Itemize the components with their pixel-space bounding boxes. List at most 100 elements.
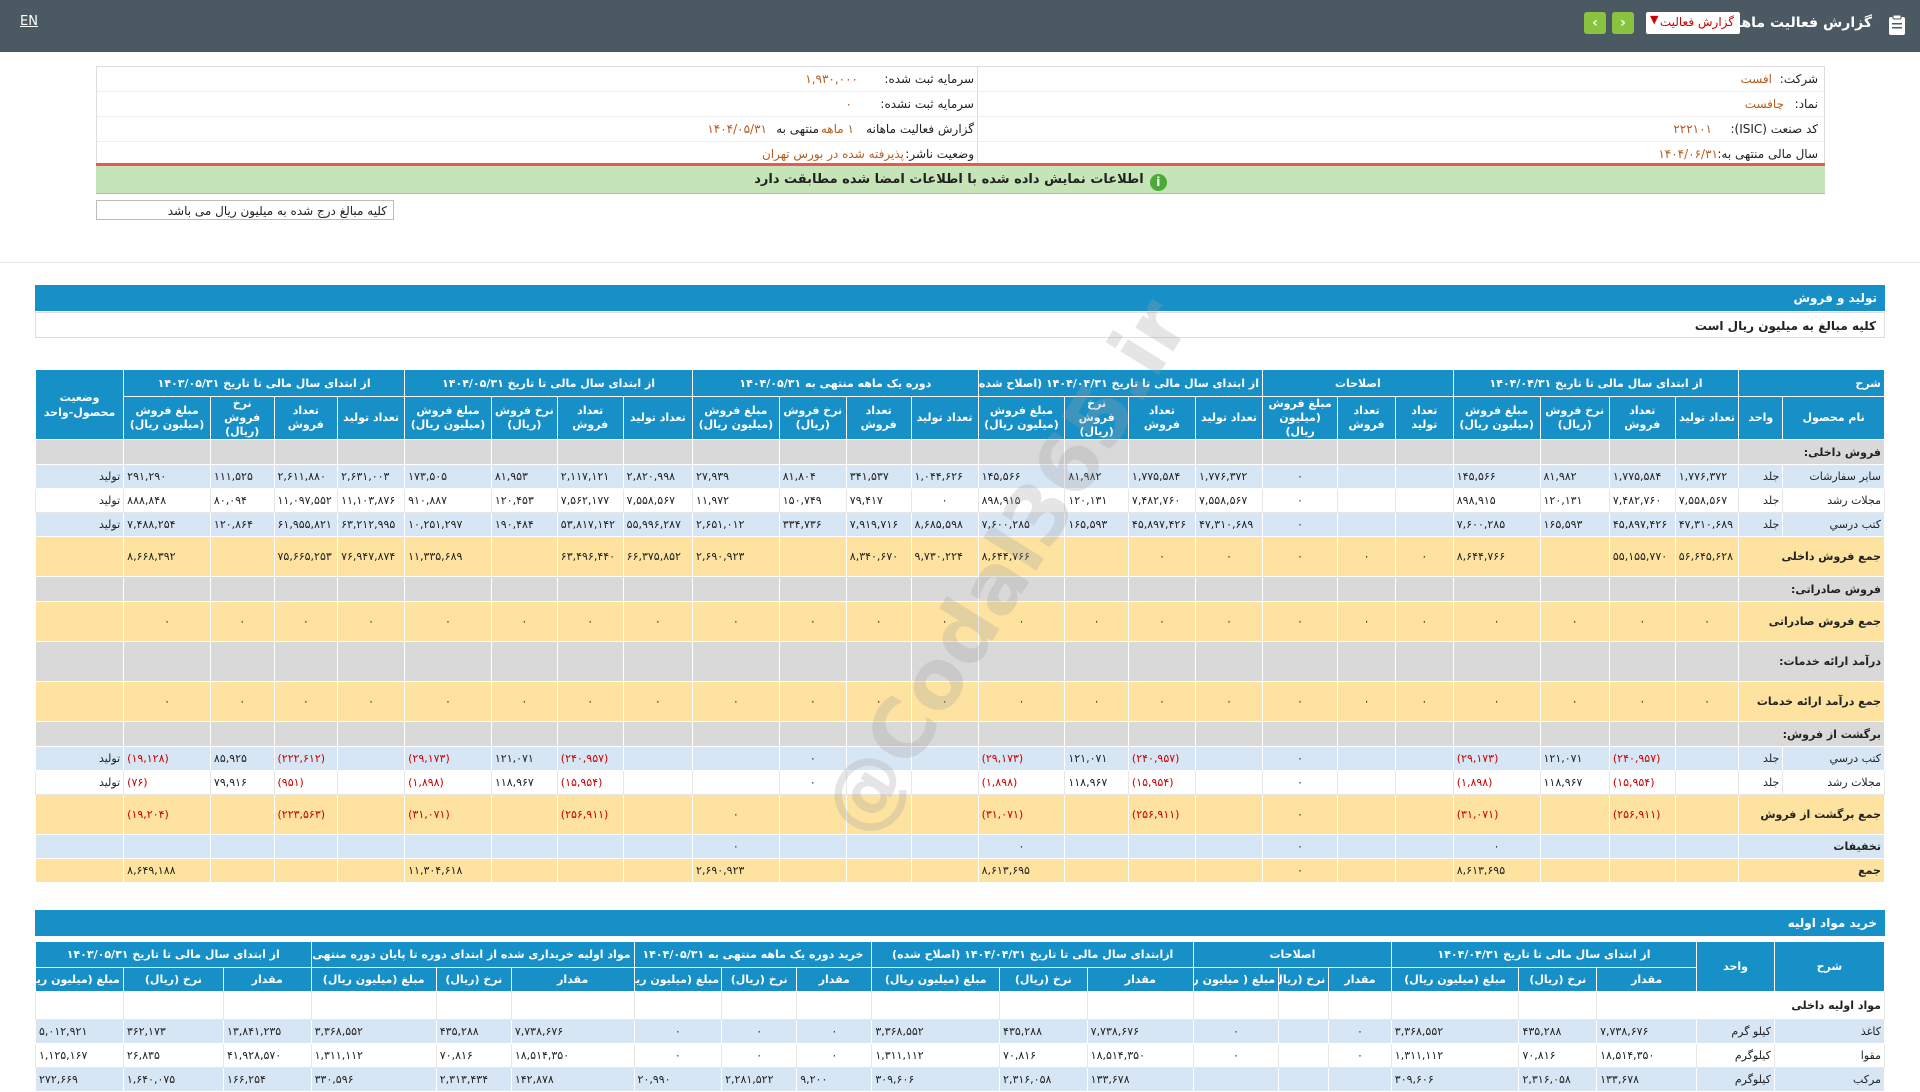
value-cell [910,770,979,795]
zero-cell: ۰ [1064,601,1129,642]
column-header: تعداد تولید [1394,396,1454,440]
value-cell: ۸۱,۹۸۲ [1539,464,1610,489]
row-label: جمع برگشت از فروش [1738,794,1885,835]
value-cell [845,746,912,771]
next-arrow-button[interactable]: › [1612,12,1634,34]
value-cell: (۲۹,۱۷۳) [1452,746,1541,771]
value-cell [490,794,558,835]
publisher-status-value: پذیرفته شده در بورس تهران [761,147,904,161]
empty-cell [1127,641,1196,682]
value-cell [490,834,558,859]
empty-cell [1194,439,1264,465]
empty-cell [222,991,312,1020]
material-name: مقوا [1773,1043,1886,1068]
empty-cell [273,439,339,465]
column-header: مبلغ (میلیون ریال) [35,967,124,992]
zero-cell: ۰ [1539,601,1610,642]
value-cell [910,794,979,835]
empty-cell [1539,439,1610,465]
empty-cell [337,439,406,465]
value-cell: ۱,۷۷۵,۵۸۴ [1127,464,1196,489]
value-cell: (۱۹,۱۲۸) [123,746,211,771]
empty-cell [404,576,492,602]
value-cell [1064,536,1129,577]
total-row: جمع برگشت از فروش (۲۵۶,۹۱۱) (۳۱,۰۷۱) ۰ (۲۵۶,… [34,794,1885,835]
group-header: خرید دوره یک ماهه منتهی به ۱۴۰۴/۰۵/۳۱ [633,941,873,968]
empty-cell [209,439,275,465]
row-label: جمع فروش صادراتی [1738,601,1885,642]
table-row: کاغذ کیلو گرم ۷,۷۳۸,۶۷۶ ۴۳۵,۲۸۸ ۳,۳۶۸,۵۵۲ ۰ ۰ ۷… [35,1019,1886,1044]
value-cell: ۰ [1394,536,1454,577]
isic-label: کد صنعت (ISIC): [1730,122,1818,136]
value-cell: ۱۱۸,۹۶۷ [490,770,558,795]
column-header: نرخ (ریال) [721,967,798,992]
value-cell: ۸۱,۹۵۳ [490,464,558,489]
value-cell: ۰ [633,1019,723,1044]
section-label: فروش داخلی: [1738,439,1885,465]
zero-cell: ۰ [1262,601,1339,642]
status-cell [34,681,125,722]
value-cell [490,536,558,577]
column-header: نرخ فروش (ریال) [778,396,847,440]
column-header: نرخ (ریال) [999,967,1088,992]
value-cell: ۰ [977,834,1066,859]
zero-cell: ۰ [556,681,624,722]
value-cell: ۱۰,۲۵۱,۲۹۷ [404,512,492,537]
empty-cell [556,439,624,465]
zero-cell: ۰ [1674,681,1740,722]
value-cell: (۲۲۲,۶۱۲) [273,746,339,771]
value-cell [1539,536,1610,577]
empty-cell [1452,721,1541,747]
value-cell [1194,794,1264,835]
column-header: مبلغ فروش (میلیون ریال) [404,396,492,440]
column-header: مقدار [1086,967,1195,992]
empty-cell [123,641,211,682]
value-cell [337,858,406,883]
value-cell [845,794,912,835]
table-row: مجلات رشد جلد ۷,۵۵۸,۵۶۷ ۷,۴۸۲,۷۶۰ ۱۲۰,۱۳۱ ۸۹۸… [34,488,1885,513]
value-cell [1337,770,1396,795]
value-cell: ۳۴۱,۵۳۷ [845,464,912,489]
header-row-columns: مقدار نرخ (ریال) مبلغ (میلیون ریال) مقدار نر… [35,967,1885,992]
value-cell [1337,488,1396,513]
column-header: واحد [1738,396,1784,440]
empty-cell [490,576,558,602]
value-cell: ۸,۳۴۰,۶۷۰ [845,536,912,577]
language-toggle[interactable]: EN [20,14,38,29]
value-cell: ۹۱۰,۸۸۷ [404,488,492,513]
value-cell: ۱۲۱,۰۷۱ [1064,746,1129,771]
status-cell: تولید [34,464,125,489]
status-cell: تولید [34,770,125,795]
capital-value: ۱,۹۳۰,۰۰۰ [805,72,858,86]
value-cell [490,858,558,883]
value-cell: ۴۷,۳۱۰,۶۸۹ [1674,512,1740,537]
value-cell: ۱۴۵,۵۶۶ [977,464,1066,489]
value-cell: ۰ [796,1043,873,1068]
section-row: مواد اولیه داخلی [35,991,1885,1020]
prev-arrow-button[interactable]: ‹ [1584,12,1606,34]
zero-cell: ۰ [337,681,406,722]
value-cell [1539,834,1610,859]
empty-cell [1194,576,1264,602]
value-cell: ۰ [721,1043,798,1068]
column-header: تعداد تولید [1194,396,1264,440]
empty-cell [404,721,492,747]
status-cell: تولید [34,512,125,537]
fiscal-year-value: ۱۴۰۴/۰۶/۳۱ [1658,147,1718,161]
empty-cell [1539,641,1610,682]
empty-cell [556,721,624,747]
report-type-select[interactable]: گزارش فعالیت ▼ [1646,12,1740,34]
value-cell: ۳,۳۶۸,۵۵۲ [310,1019,437,1044]
value-cell: ۲,۶۹۰,۹۲۳ [692,536,780,577]
value-cell: ۲,۸۲۰,۹۹۸ [622,464,694,489]
value-cell [910,858,979,883]
empty-cell [977,641,1066,682]
arrow-left-icon: ‹ [1592,15,1598,31]
column-header: تعداد تولید [622,396,694,440]
value-cell: ۴۳۵,۲۸۸ [435,1019,512,1044]
verification-banner: i اطلاعات نمایش داده شده با اطلاعات امضا … [96,166,1825,194]
material-unit: کیلوگرم [1696,1043,1775,1068]
empty-cell [337,721,406,747]
value-cell: ۱۵۰,۷۴۹ [778,488,847,513]
value-cell: ۶۱,۹۵۵,۸۲۱ [273,512,339,537]
